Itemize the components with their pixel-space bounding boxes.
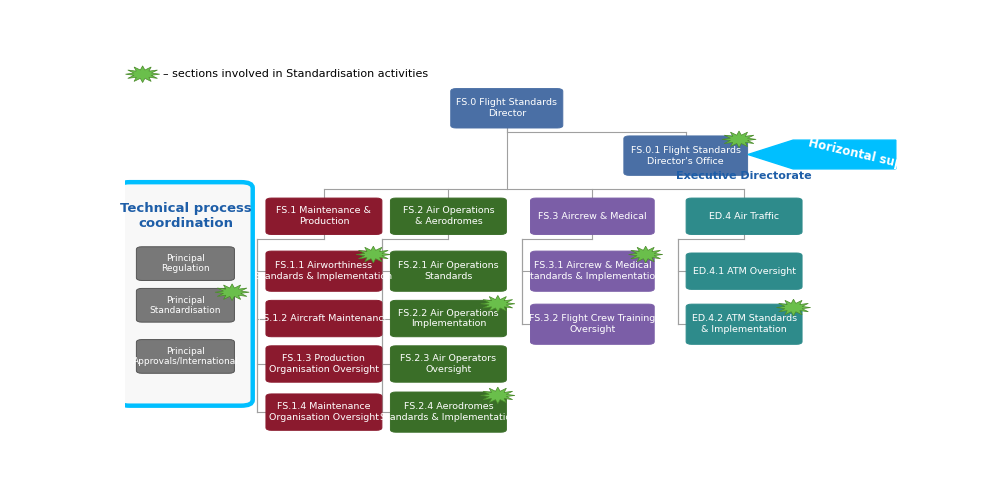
Text: FS.3.2 Flight Crew Training
Oversight: FS.3.2 Flight Crew Training Oversight <box>529 314 655 334</box>
Text: Principal
Approvals/International: Principal Approvals/International <box>132 347 238 366</box>
FancyBboxPatch shape <box>685 253 801 289</box>
Text: Principal
Regulation: Principal Regulation <box>160 254 210 274</box>
Polygon shape <box>356 246 390 263</box>
FancyBboxPatch shape <box>390 198 506 235</box>
FancyBboxPatch shape <box>136 247 235 280</box>
Text: ED.4 Air Traffic: ED.4 Air Traffic <box>708 212 778 221</box>
FancyBboxPatch shape <box>266 300 381 337</box>
FancyBboxPatch shape <box>390 300 506 337</box>
FancyBboxPatch shape <box>530 251 654 291</box>
Text: FS.2.1 Air Operations
Standards: FS.2.1 Air Operations Standards <box>398 261 498 281</box>
Text: Principal
Standardisation: Principal Standardisation <box>149 296 221 315</box>
Text: FS.2.3 Air Operators
Oversight: FS.2.3 Air Operators Oversight <box>400 354 495 374</box>
Text: – sections involved in Standardisation activities: – sections involved in Standardisation a… <box>162 69 427 79</box>
Polygon shape <box>215 284 249 301</box>
FancyBboxPatch shape <box>623 136 747 175</box>
Polygon shape <box>480 295 515 312</box>
FancyBboxPatch shape <box>266 251 381 291</box>
Text: FS.3.1 Aircrew & Medical
Standards & Implementation: FS.3.1 Aircrew & Medical Standards & Imp… <box>524 261 660 281</box>
Text: FS.2 Air Operations
& Aerodromes: FS.2 Air Operations & Aerodromes <box>402 206 493 226</box>
FancyBboxPatch shape <box>685 304 801 344</box>
FancyBboxPatch shape <box>136 339 235 373</box>
Polygon shape <box>628 246 662 263</box>
Text: FS.0.1 Flight Standards
Director's Office: FS.0.1 Flight Standards Director's Offic… <box>630 146 740 165</box>
FancyBboxPatch shape <box>450 89 563 128</box>
FancyBboxPatch shape <box>266 198 381 235</box>
Text: ED.4.1 ATM Oversight: ED.4.1 ATM Oversight <box>692 267 794 276</box>
Polygon shape <box>125 66 159 83</box>
Text: FS.1.1 Airworthiness
Standards & Implementation: FS.1.1 Airworthiness Standards & Impleme… <box>255 261 392 281</box>
Text: Executive Directorate: Executive Directorate <box>676 172 811 182</box>
FancyBboxPatch shape <box>530 304 654 344</box>
FancyBboxPatch shape <box>390 251 506 291</box>
Text: FS.2.2 Air Operations
Implementation: FS.2.2 Air Operations Implementation <box>398 308 498 329</box>
FancyBboxPatch shape <box>685 198 801 235</box>
Text: Technical process
coordination: Technical process coordination <box>119 202 251 230</box>
FancyBboxPatch shape <box>136 288 235 322</box>
Text: FS.2.4 Aerodromes
Standards & Implementation: FS.2.4 Aerodromes Standards & Implementa… <box>379 402 517 422</box>
FancyBboxPatch shape <box>266 346 381 382</box>
Text: FS.1.2 Aircraft Maintenance: FS.1.2 Aircraft Maintenance <box>258 314 389 323</box>
Polygon shape <box>775 299 809 316</box>
Text: Horizontal support: Horizontal support <box>805 136 930 177</box>
FancyBboxPatch shape <box>390 392 506 432</box>
Text: FS.0 Flight Standards
Director: FS.0 Flight Standards Director <box>455 98 557 118</box>
Polygon shape <box>721 131 755 148</box>
FancyBboxPatch shape <box>390 346 506 382</box>
Polygon shape <box>747 140 895 169</box>
Polygon shape <box>480 387 515 404</box>
Text: ED.4.2 ATM Standards
& Implementation: ED.4.2 ATM Standards & Implementation <box>691 314 795 334</box>
Text: FS.1.3 Production
Organisation Oversight: FS.1.3 Production Organisation Oversight <box>269 354 378 374</box>
FancyBboxPatch shape <box>266 394 381 430</box>
Text: FS.1.4 Maintenance
Organisation Oversight: FS.1.4 Maintenance Organisation Oversigh… <box>269 402 378 422</box>
FancyBboxPatch shape <box>530 198 654 235</box>
FancyBboxPatch shape <box>118 182 253 406</box>
Text: FS.1 Maintenance &
Production: FS.1 Maintenance & Production <box>276 206 371 226</box>
Text: FS.3 Aircrew & Medical: FS.3 Aircrew & Medical <box>538 212 646 221</box>
